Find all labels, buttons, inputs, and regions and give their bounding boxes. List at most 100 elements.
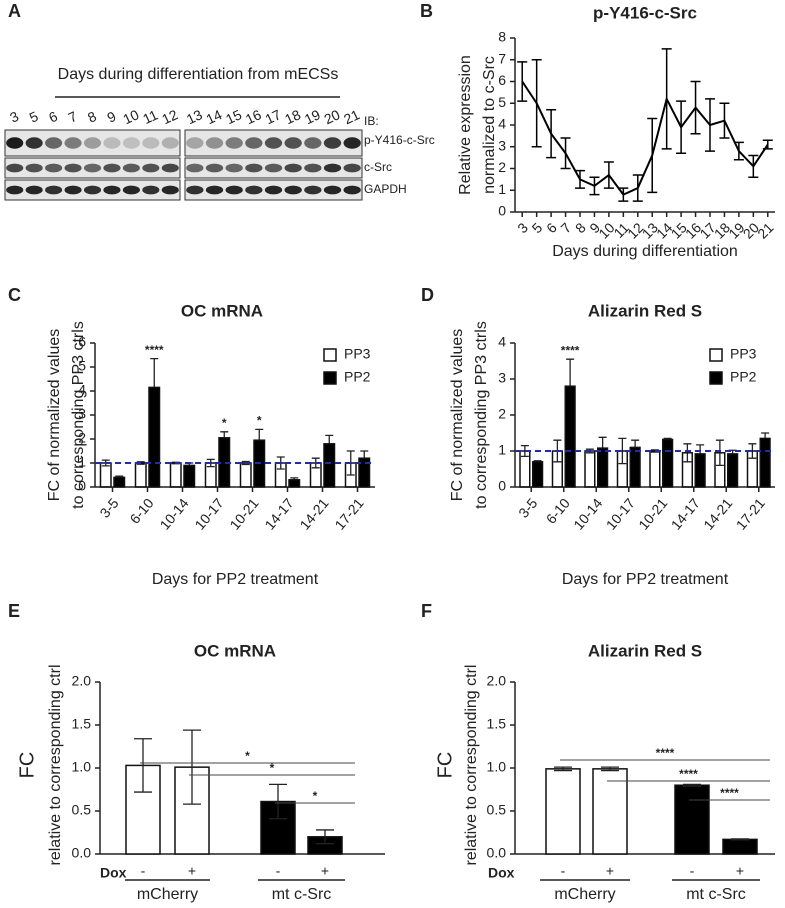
significance: **** bbox=[720, 786, 739, 800]
y-axis-label: normalized to c-Src bbox=[481, 56, 498, 194]
bar bbox=[714, 452, 726, 488]
lane-label: 18 bbox=[282, 106, 303, 127]
blot-band bbox=[122, 185, 140, 195]
blot-band bbox=[122, 137, 140, 149]
y-tick-label: 0.0 bbox=[72, 845, 92, 861]
x-tick-label: 14-17 bbox=[668, 495, 703, 533]
bar bbox=[564, 385, 576, 488]
y-tick-label: 4 bbox=[498, 334, 506, 350]
y-axis-label: Relative expression bbox=[457, 55, 474, 195]
error-bar bbox=[618, 187, 629, 202]
error-bar bbox=[269, 783, 287, 820]
group-axis-label: Dox bbox=[488, 865, 515, 881]
bar bbox=[113, 476, 126, 488]
blot-band bbox=[103, 137, 121, 149]
blot-band bbox=[304, 163, 322, 173]
y-tick-label: 5 bbox=[78, 358, 86, 374]
blot-band bbox=[83, 137, 102, 149]
significance: **** bbox=[561, 343, 580, 357]
error-bar bbox=[546, 109, 557, 159]
error-bar bbox=[517, 61, 528, 102]
blot-band bbox=[6, 163, 24, 173]
bar bbox=[532, 461, 544, 488]
y-tick-label: 2.0 bbox=[72, 673, 92, 689]
bar bbox=[649, 450, 661, 488]
error-bar bbox=[733, 141, 744, 161]
blot-band bbox=[225, 137, 243, 149]
legend-label: PP2 bbox=[344, 369, 371, 385]
y-axis-label: FC of normalized values bbox=[449, 329, 466, 502]
error-bar bbox=[601, 766, 619, 772]
significance: * bbox=[270, 761, 275, 775]
panel-letter: E bbox=[8, 601, 20, 621]
y-axis-label: relative to corresponding ctrl bbox=[47, 665, 64, 866]
chart-title: Alizarin Red S bbox=[588, 641, 702, 660]
lane-label: 9 bbox=[104, 108, 118, 126]
blot-band bbox=[245, 163, 263, 173]
chart-title: Alizarin Red S bbox=[588, 301, 702, 320]
error-bar bbox=[731, 838, 749, 841]
bar bbox=[727, 453, 739, 488]
y-tick-label: 0 bbox=[498, 478, 506, 494]
group-label: mt c-Src bbox=[272, 886, 332, 903]
x-tick-label: 6-10 bbox=[543, 495, 573, 527]
ib-label: IB: bbox=[364, 114, 379, 128]
panel-letter: B bbox=[420, 1, 433, 21]
error-bar bbox=[690, 80, 701, 135]
error-bar bbox=[316, 829, 334, 845]
y-tick-label: 4 bbox=[78, 382, 86, 398]
y-axis-label: FC bbox=[16, 752, 38, 779]
x-tick-label: 10-21 bbox=[635, 495, 670, 533]
blot-band bbox=[103, 185, 121, 195]
blot-band bbox=[142, 137, 160, 149]
bar bbox=[204, 462, 217, 488]
x-tick-label: 14-17 bbox=[261, 495, 296, 533]
legend-swatch bbox=[709, 348, 723, 362]
error-bar bbox=[683, 783, 701, 787]
significance: * bbox=[245, 749, 250, 763]
error-bar bbox=[632, 174, 643, 202]
lane-label: 19 bbox=[302, 106, 323, 127]
bar bbox=[592, 768, 628, 855]
bar bbox=[759, 437, 771, 488]
error-bar bbox=[575, 169, 585, 189]
category-label: - bbox=[141, 863, 146, 879]
blot-band bbox=[343, 185, 361, 195]
y-tick-label: 1.0 bbox=[72, 759, 92, 775]
x-tick-label: 3-5 bbox=[515, 495, 540, 521]
x-tick-label: 5 bbox=[529, 219, 546, 236]
bar bbox=[344, 462, 357, 488]
y-tick-label: 0.5 bbox=[72, 802, 92, 818]
bar bbox=[148, 386, 161, 488]
bar bbox=[597, 447, 609, 488]
bar bbox=[134, 462, 147, 488]
chart-title: OC mRNA bbox=[181, 301, 263, 320]
blot-row-label: GAPDH bbox=[364, 182, 407, 196]
x-tick-label: 10-17 bbox=[191, 495, 226, 533]
blot-band bbox=[45, 185, 63, 195]
blot-band bbox=[142, 163, 160, 173]
y-tick-label: 5 bbox=[498, 94, 506, 110]
blot-band bbox=[205, 185, 224, 195]
bar bbox=[629, 446, 641, 488]
blot-band bbox=[245, 137, 263, 149]
x-tick-label: 10-14 bbox=[156, 495, 191, 533]
blot-band bbox=[6, 137, 24, 149]
y-tick-label: 2 bbox=[78, 430, 86, 446]
y-tick-label: 6 bbox=[78, 334, 86, 350]
y-axis-label: relative to corresponding ctrl bbox=[463, 665, 480, 866]
blot-band bbox=[64, 163, 82, 173]
lane-label: 13 bbox=[184, 106, 205, 127]
bar bbox=[309, 462, 322, 488]
significance: * bbox=[313, 789, 318, 803]
y-axis-label: FC bbox=[434, 752, 456, 779]
y-tick-label: 4 bbox=[498, 116, 506, 132]
blot-band bbox=[45, 163, 63, 173]
group-label: mt c-Src bbox=[686, 886, 746, 903]
category-label: + bbox=[188, 863, 196, 879]
blot-band bbox=[304, 185, 322, 195]
blot-band bbox=[122, 163, 140, 173]
panel-letter: A bbox=[8, 1, 21, 21]
significance: **** bbox=[145, 343, 164, 357]
y-tick-label: 2.0 bbox=[487, 673, 507, 689]
